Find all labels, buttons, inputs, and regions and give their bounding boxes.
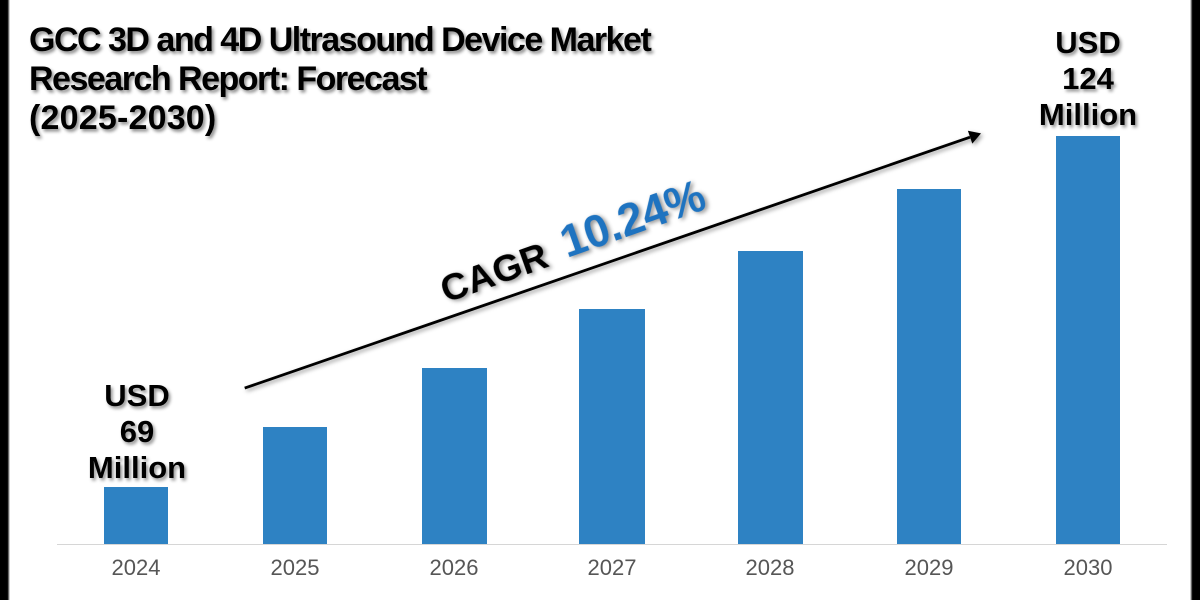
svg-text:CAGR: CAGR <box>435 234 554 311</box>
